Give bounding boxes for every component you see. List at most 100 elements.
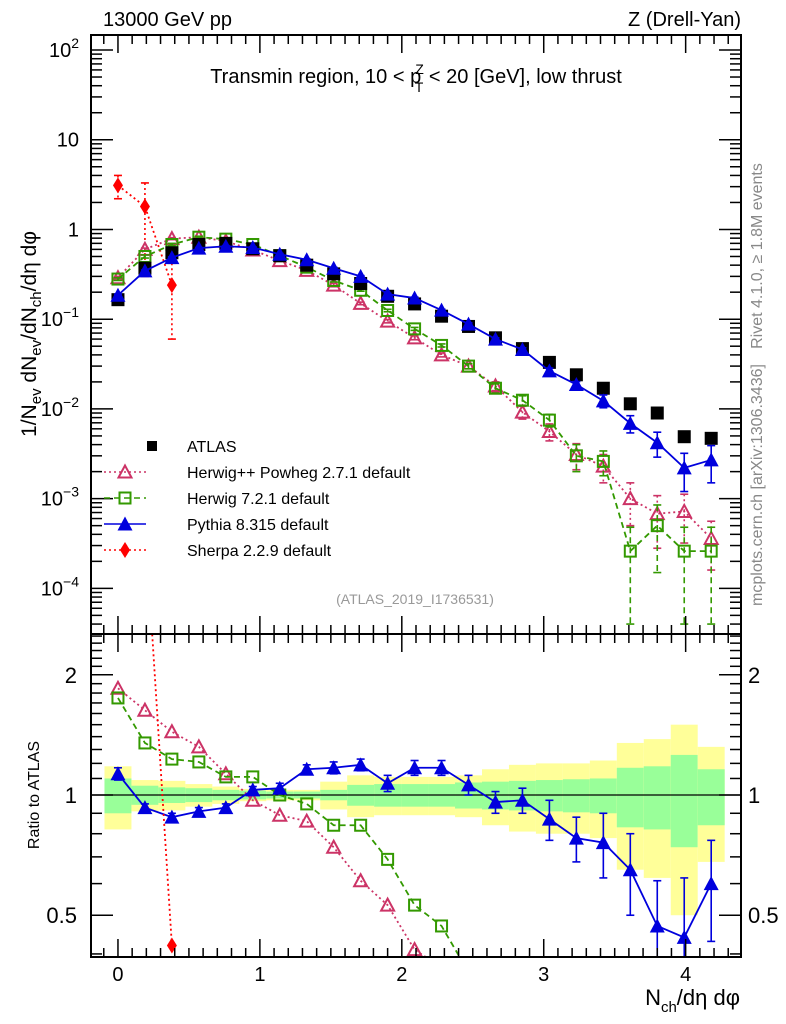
tick-labels: 102 10 1 10−1 10−2 10−3 10−4 2 2 1 1 0.5 0.5 0 1 2 3 4 [41,35,779,986]
series-line [151,634,173,946]
xtick-label: 4 [680,964,691,986]
legend-marker [118,491,132,505]
data-point [110,287,126,302]
data-point [244,791,261,807]
data-point [487,794,503,809]
data-point [595,393,611,408]
data-point [435,338,449,352]
xtick-label: 2 [396,964,407,986]
legend-label: Sherpa 2.2.9 default [187,543,332,560]
data-point [109,679,127,695]
main-ylabel: 1/Nev dNev/dNch/dη dφ [18,231,45,437]
ratio-series-group [109,634,719,1024]
data-point [703,876,719,891]
data-point [434,760,450,775]
data-point [327,818,341,832]
data-point [407,290,423,305]
data-point [380,286,396,301]
data-point [542,413,556,427]
axis-ticks [91,35,741,957]
band-inner [104,778,132,814]
data-point [218,238,234,253]
data-point [622,862,638,877]
main-ytick-label: 10−4 [41,573,79,600]
main-ytick-label: 102 [49,35,79,62]
legend-marker [147,441,157,451]
data-point [649,435,665,450]
data-point [298,812,315,828]
data-point [164,809,180,824]
legend: ATLAS Herwig++ Powheg 2.7.1 default Herwig… [104,439,411,560]
main-ytick-label: 10−2 [41,394,79,421]
data-point [136,701,154,717]
main-series-pythia-8-315-default [110,238,719,493]
data-point [379,312,396,328]
data-point [541,422,558,439]
data-point [163,723,181,739]
legend-marker [117,516,133,531]
data-point [595,835,611,850]
data-point [245,782,261,797]
data-point [650,406,664,420]
ratio-ytick-label-right: 0.5 [748,903,779,928]
legend-label: ATLAS [187,439,237,456]
legend-entry: Pythia 8.315 default [104,516,329,534]
data-point [515,393,529,407]
data-point [704,431,718,445]
data-point [541,811,557,826]
data-point [164,250,180,265]
band-inner [670,754,698,848]
ratio-ytick-label-left: 0.5 [46,903,77,928]
main-ytick-label: 10−3 [41,484,79,511]
band-inner [616,767,644,828]
legend-marker [120,542,130,558]
data-point [406,941,423,957]
title-after: < 20 [GeV], low thrust [423,66,622,88]
data-point [406,329,423,345]
ratio-ytick-label-right: 1 [748,783,760,808]
main-series-sherpa-2-2-9-default [112,174,177,340]
data-point [217,765,235,781]
band-inner [589,778,617,814]
ratio-ytick-label-right: 2 [748,663,760,688]
data-point [596,454,610,468]
data-point [489,1003,502,1015]
data-point [676,460,692,475]
analysis-watermark: (ATLAS_2019_I1736531) [336,591,494,607]
rivet-label: Rivet 4.1.0, ≥ 1.8M events [749,163,766,349]
data-point [326,760,342,775]
series-line [117,245,712,469]
header-left: 13000 GeV pp [103,9,232,31]
data-point [191,240,207,255]
series-line [117,687,428,957]
data-point [138,736,152,750]
data-point [461,316,477,331]
data-point [490,1017,501,1024]
data-point [650,519,664,533]
data-point [218,800,234,815]
data-point [487,377,504,393]
data-point [408,898,422,912]
data-point [299,761,315,776]
main-ytick-label: 10 [57,130,79,152]
data-point [272,246,288,261]
data-point [463,967,474,978]
data-point [272,780,288,795]
main-series-group [109,174,720,625]
data-point [568,830,584,845]
ratio-series-sherpa-2-2-9-default [151,634,177,954]
data-point [622,490,639,506]
mcplots-label: mcplots.cern.ch [arXiv:1306.3436] [749,364,766,606]
xtick-label: 0 [112,964,123,986]
ratio-ylabel: Ratio to ATLAS [26,741,43,849]
data-point [676,929,692,944]
data-point [245,239,261,254]
data-point [110,766,126,781]
data-point [462,966,475,978]
data-point [191,803,207,818]
data-point [111,691,125,705]
ratio-series-herwig-powheg-2-7-1-default [109,679,502,1015]
data-point [676,502,693,518]
data-point [190,738,208,754]
data-point [352,872,369,888]
